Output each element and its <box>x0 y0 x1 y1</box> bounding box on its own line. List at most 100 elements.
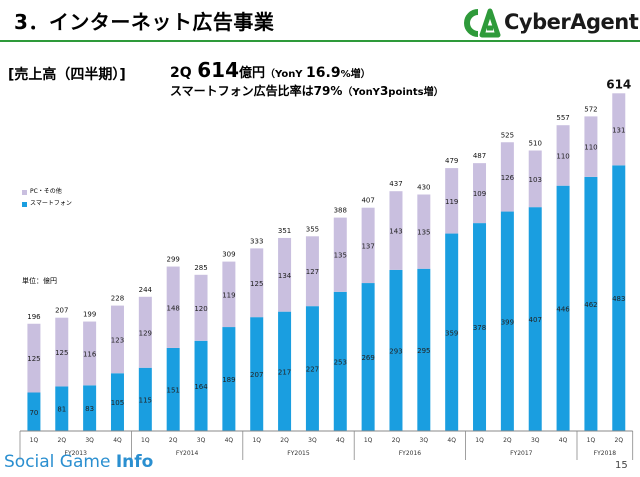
value-label-pc-other: 110 <box>584 144 597 152</box>
bar-pc-other <box>166 266 180 348</box>
bar-smartphone <box>83 385 97 431</box>
total-label: 355 <box>306 225 319 233</box>
brand-logo: CyberAgent. <box>462 8 640 38</box>
total-label: 285 <box>194 264 207 272</box>
value-label-pc-other: 135 <box>417 229 430 237</box>
total-label: 487 <box>473 152 486 160</box>
legend-swatch-smartphone <box>22 201 27 207</box>
fiscal-year-label: FY2015 <box>287 450 310 457</box>
x-tick-label: 2Q <box>503 437 512 444</box>
bar-pc-other <box>528 150 542 208</box>
legend-item-pc-other: PC・その他 <box>22 186 72 198</box>
x-tick-label: 3Q <box>420 437 429 444</box>
x-tick-label: 3Q <box>197 437 206 444</box>
value-label-smartphone: 295 <box>417 347 430 355</box>
bar-pc-other <box>389 191 403 270</box>
value-label-smartphone: 378 <box>473 324 486 332</box>
total-label: 207 <box>55 307 68 315</box>
headline: 2Q 614億円（YonY 16.9%増） <box>170 58 371 82</box>
value-label-pc-other: 125 <box>55 349 68 357</box>
value-label-pc-other: 134 <box>278 272 292 280</box>
value-label-pc-other: 126 <box>501 174 515 182</box>
value-label-smartphone: 269 <box>361 354 374 362</box>
value-label-pc-other: 129 <box>139 329 152 337</box>
value-label-smartphone: 70 <box>29 409 38 417</box>
headline-quarter: 2Q <box>170 65 192 81</box>
value-label-smartphone: 446 <box>556 305 570 313</box>
value-label-smartphone: 462 <box>584 301 597 309</box>
watermark-text-b: Info <box>115 452 154 472</box>
bar-smartphone <box>333 291 347 431</box>
fiscal-year-label: FY2013 <box>65 450 88 457</box>
bar-pc-other <box>584 116 598 177</box>
bar-smartphone <box>110 373 124 431</box>
value-label-smartphone: 189 <box>222 376 235 384</box>
total-label: 614 <box>606 77 631 91</box>
total-label: 407 <box>361 197 374 205</box>
value-label-pc-other: 120 <box>194 305 207 313</box>
headline-yoy-value: 16.9 <box>306 65 341 81</box>
total-label: 228 <box>111 295 124 303</box>
total-label: 557 <box>556 114 569 122</box>
x-tick-label: 3Q <box>531 437 540 444</box>
unit-label: 単位：億円 <box>22 277 57 285</box>
headline-yoy-suffix: %増） <box>340 69 371 80</box>
page-number: 15 <box>615 460 628 471</box>
x-tick-label: 1Q <box>364 437 373 444</box>
value-label-smartphone: 83 <box>85 405 94 413</box>
value-label-smartphone: 407 <box>529 316 542 324</box>
x-tick-label: 2Q <box>58 437 67 444</box>
bar-pc-other <box>473 163 487 224</box>
bar-pc-other <box>250 248 264 318</box>
value-label-pc-other: 110 <box>556 152 569 160</box>
total-label: 388 <box>334 207 347 215</box>
value-label-pc-other: 116 <box>83 350 97 358</box>
x-tick-label: 2Q <box>280 437 289 444</box>
section-label: [売上高（四半期）] <box>8 67 126 83</box>
bar-smartphone <box>250 317 264 431</box>
total-label: 199 <box>83 311 96 319</box>
value-label-pc-other: 103 <box>529 176 542 184</box>
x-tick-label: 3Q <box>308 437 317 444</box>
value-label-pc-other: 143 <box>389 228 402 236</box>
bar-smartphone <box>500 211 514 431</box>
x-tick-label: 4Q <box>336 437 345 444</box>
title-divider <box>0 40 640 42</box>
bar-smartphone <box>305 306 319 431</box>
chart-legend: PC・その他 スマートフォン <box>22 186 72 210</box>
bar-pc-other <box>305 236 319 307</box>
watermark: Social Game Info <box>4 452 153 472</box>
bar-smartphone <box>361 283 375 431</box>
total-label: 244 <box>139 286 153 294</box>
bar-pc-other <box>445 168 459 234</box>
brand-name: CyberAgent. <box>504 10 640 34</box>
bar-smartphone <box>445 233 459 431</box>
total-label: 333 <box>250 237 263 245</box>
bar-smartphone <box>417 268 431 431</box>
x-tick-label: 3Q <box>85 437 94 444</box>
value-label-pc-other: 135 <box>334 252 347 260</box>
value-label-smartphone: 207 <box>250 371 263 379</box>
value-label-pc-other: 137 <box>361 242 374 250</box>
value-label-smartphone: 483 <box>612 295 625 303</box>
bar-pc-other <box>55 317 69 387</box>
bar-pc-other <box>500 142 514 212</box>
value-label-pc-other: 131 <box>612 126 625 134</box>
x-tick-label: 2Q <box>169 437 178 444</box>
legend-label-pc-other: PC・その他 <box>30 188 62 195</box>
total-label: 430 <box>417 184 430 192</box>
value-label-pc-other: 127 <box>306 268 319 276</box>
value-label-smartphone: 399 <box>501 318 514 326</box>
total-label: 309 <box>222 251 235 259</box>
bar-pc-other <box>194 274 208 341</box>
x-tick-label: 1Q <box>30 437 39 444</box>
x-tick-label: 1Q <box>475 437 484 444</box>
bar-smartphone <box>584 176 598 431</box>
ratio-yoy-value: 3 <box>379 84 389 98</box>
bar-smartphone <box>194 340 208 431</box>
value-label-smartphone: 115 <box>139 396 152 404</box>
bar-pc-other <box>222 261 236 328</box>
bar-smartphone <box>556 185 570 431</box>
value-label-smartphone: 293 <box>389 347 402 355</box>
cyberagent-logo-icon <box>464 8 501 38</box>
